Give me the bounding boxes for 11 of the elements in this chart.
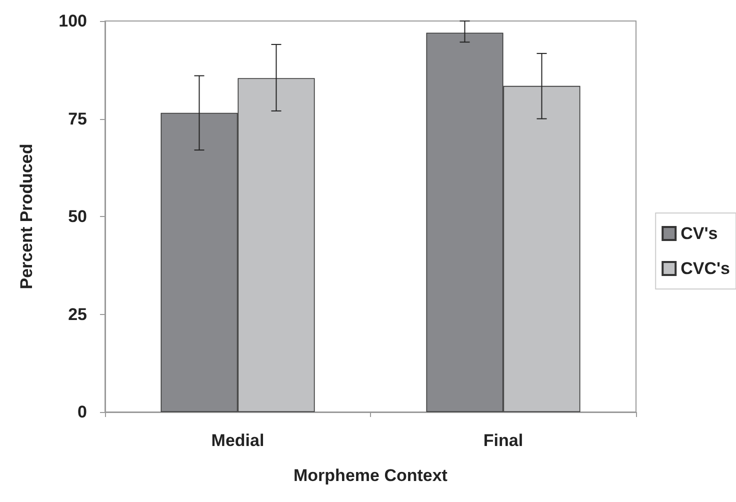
y-tick-label: 75 — [68, 109, 87, 128]
y-tick-label: 50 — [68, 207, 87, 226]
legend-label: CV's — [680, 224, 718, 243]
y-axis-title: Percent Produced — [17, 144, 36, 290]
y-tick-label: 25 — [68, 304, 87, 324]
x-tick-label: Final — [483, 431, 524, 450]
y-tick-label: 0 — [78, 402, 87, 422]
x-axis-title: Morpheme Context — [294, 466, 448, 485]
y-tick-label: 100 — [58, 12, 87, 30]
x-tick-label: Medial — [211, 431, 264, 450]
legend-label: CVC's — [680, 259, 730, 278]
